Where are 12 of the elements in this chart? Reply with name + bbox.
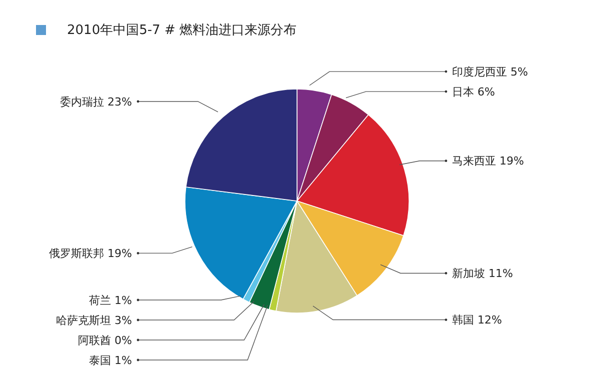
- slice-label: 韩国 12%: [452, 314, 502, 327]
- slice-label: 俄罗斯联邦 19%: [49, 247, 132, 260]
- slice-label: 委内瑞拉 23%: [60, 95, 132, 108]
- slice-label: 印度尼西亚 5%: [452, 65, 528, 78]
- slice-label: 日本 6%: [452, 85, 495, 98]
- slice-label: 马来西亚 19%: [452, 154, 524, 168]
- slice-label: 新加坡 11%: [452, 267, 513, 280]
- category-label: 阿联酋 0%: [78, 334, 132, 347]
- slice-label: 荷兰 1%: [89, 294, 132, 307]
- chart-title: 2010年中国5-7 # 燃料油进口来源分布: [67, 22, 296, 39]
- slice-label: 泰国 1%: [89, 354, 132, 367]
- slice-label: 哈萨克斯坦 3%: [56, 314, 132, 327]
